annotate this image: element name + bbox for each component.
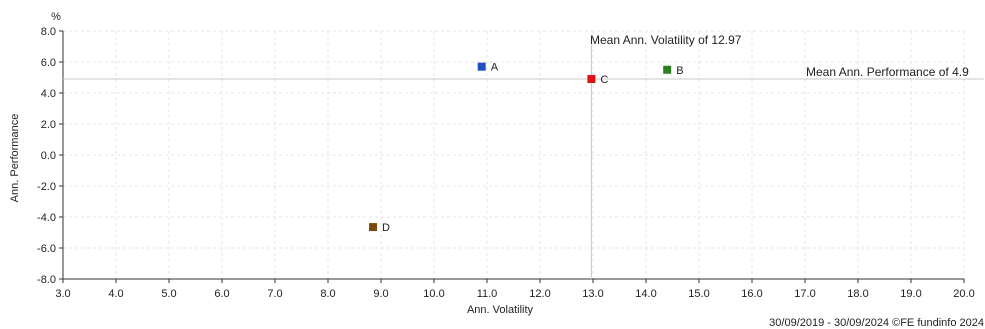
tick-labels: 3.0 4.0 5.0 6.0 7.0 8.0 9.0 10.0 11.0 12.0 13.0 14.… xyxy=(37,26,975,300)
point-label-b: B xyxy=(676,65,683,77)
x-tick-label: 3.0 xyxy=(55,288,70,300)
footer-text: 30/09/2019 - 30/09/2024 ©FE fundinfo 202… xyxy=(769,317,984,329)
x-tick-label: 13.0 xyxy=(582,288,603,300)
point-c xyxy=(587,75,596,84)
y-axis-title: Ann. Performance xyxy=(9,114,21,203)
point-label-a: A xyxy=(491,62,499,74)
data-points: A B C D xyxy=(369,62,684,234)
x-tick-label: 9.0 xyxy=(373,288,388,300)
x-tick-label: 17.0 xyxy=(794,288,815,300)
point-label-d: D xyxy=(382,222,390,234)
axes xyxy=(59,30,965,283)
x-tick-label: 18.0 xyxy=(847,288,868,300)
y-tick-label: -4.0 xyxy=(37,212,56,224)
y-tick-label: 2.0 xyxy=(41,119,56,131)
x-tick-label: 8.0 xyxy=(320,288,335,300)
y-tick-label: 0.0 xyxy=(41,150,56,162)
mean-volatility-label: Mean Ann. Volatility of 12.97 xyxy=(590,33,742,47)
x-tick-label: 20.0 xyxy=(953,288,974,300)
point-b xyxy=(663,65,672,74)
x-tick-label: 12.0 xyxy=(529,288,550,300)
x-tick-label: 15.0 xyxy=(688,288,709,300)
mean-lines xyxy=(63,45,984,279)
point-d xyxy=(369,223,378,232)
x-tick-label: 7.0 xyxy=(267,288,282,300)
point-a xyxy=(477,62,486,71)
x-axis-title: Ann. Volatility xyxy=(467,304,534,316)
x-tick-label: 16.0 xyxy=(741,288,762,300)
grid-lines xyxy=(63,30,965,279)
y-tick-label: 4.0 xyxy=(41,88,56,100)
x-tick-label: 4.0 xyxy=(108,288,123,300)
x-tick-label: 5.0 xyxy=(161,288,176,300)
x-tick-label: 14.0 xyxy=(635,288,656,300)
x-tick-label: 11.0 xyxy=(477,288,498,300)
y-tick-label: 6.0 xyxy=(41,57,56,69)
y-tick-label: -8.0 xyxy=(37,274,56,286)
x-tick-label: 10.0 xyxy=(423,288,444,300)
x-tick-label: 6.0 xyxy=(214,288,229,300)
point-label-c: C xyxy=(600,74,608,86)
y-tick-label: -6.0 xyxy=(37,243,56,255)
x-tick-label: 19.0 xyxy=(900,288,921,300)
y-unit-label: % xyxy=(51,11,61,23)
mean-performance-label: Mean Ann. Performance of 4.9 xyxy=(806,65,969,79)
y-tick-label: -2.0 xyxy=(37,181,56,193)
y-tick-label: 8.0 xyxy=(41,26,56,38)
